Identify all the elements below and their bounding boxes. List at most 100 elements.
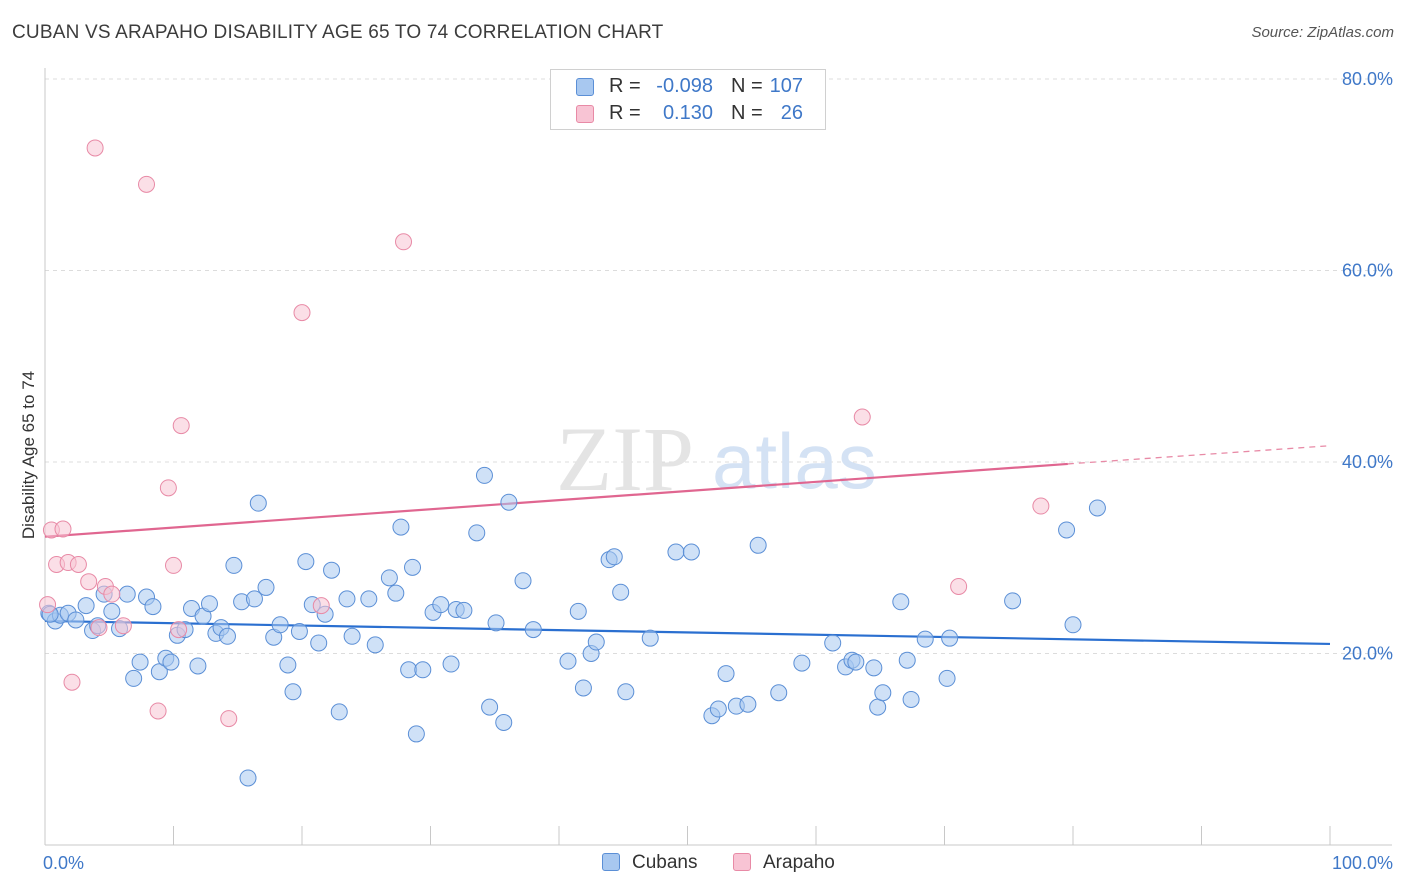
cubans-point-101 [941, 629, 959, 647]
y-tick-label-2: 60.0% [1342, 261, 1393, 281]
arapaho-point-7 [86, 139, 104, 157]
arapaho-point-25 [39, 596, 57, 614]
arapaho-point-5 [69, 555, 87, 573]
cubans-point-15 [144, 598, 162, 616]
cubans-points [40, 466, 1106, 787]
cubans-point-97 [898, 651, 916, 669]
watermark-atlas: atlas [712, 417, 877, 505]
cubans-point-64 [487, 614, 505, 632]
cubans-trend-line [44, 619, 1331, 646]
cubans-point-44 [330, 703, 348, 721]
cubans-point-41 [310, 634, 328, 652]
grid [45, 78, 1392, 654]
arapaho-point-8 [90, 619, 108, 637]
cubans-point-11 [118, 585, 136, 603]
cubans-point-63 [481, 698, 499, 716]
cubans-point-77 [617, 683, 635, 701]
cubans-n-label: N = [731, 75, 763, 97]
arapaho-point-4 [63, 673, 81, 691]
cubans-point-85 [739, 695, 757, 713]
cubans-point-13 [131, 653, 149, 671]
arapaho-point-11 [114, 617, 132, 635]
cubans-point-46 [343, 627, 361, 645]
cubans-point-92 [847, 653, 865, 671]
cubans-point-49 [380, 569, 398, 587]
arapaho-r-value: 0.130 [662, 102, 713, 124]
cubans-point-87 [770, 684, 788, 702]
x-tick-labels: 0.0% 100.0% [43, 853, 1393, 873]
cubans-point-53 [404, 558, 422, 576]
x-tick-label-1: 100.0% [1332, 853, 1393, 873]
cubans-point-43 [323, 561, 341, 579]
cubans-point-18 [162, 653, 180, 671]
legend-item-arapaho: Arapaho [733, 852, 835, 874]
cubans-point-35 [271, 616, 289, 634]
cubans-point-102 [1004, 592, 1022, 610]
cubans-point-36 [279, 656, 297, 674]
cubans-point-93 [865, 659, 883, 677]
cubans-point-58 [442, 655, 460, 673]
cubans-point-4 [67, 611, 85, 629]
arapaho-point-24 [1032, 497, 1050, 515]
cubans-point-103 [1058, 521, 1076, 539]
cubans-point-31 [245, 590, 263, 608]
cubans-n-value: 107 [769, 75, 803, 97]
cubans-point-65 [495, 713, 513, 731]
cubans-point-71 [574, 679, 592, 697]
cubans-point-30 [239, 769, 257, 787]
y-tick-label-1: 40.0% [1342, 452, 1393, 472]
cubans-swatch [576, 78, 594, 96]
cubans-point-95 [874, 684, 892, 702]
arapaho-point-12 [138, 175, 156, 193]
arapaho-legend-swatch [733, 853, 751, 871]
cubans-point-45 [338, 590, 356, 608]
cubans-point-48 [366, 636, 384, 654]
legend-item-cubans: Cubans [602, 852, 698, 874]
arapaho-n-label: N = [731, 102, 763, 124]
arapaho-point-14 [159, 479, 177, 497]
arapaho-legend-label: Arapaho [763, 852, 835, 873]
cubans-point-62 [475, 466, 493, 484]
arapaho-point-13 [149, 702, 167, 720]
cubans-point-61 [468, 524, 486, 542]
cubans-point-88 [793, 654, 811, 672]
y-tick-label-3: 80.0% [1342, 69, 1393, 89]
cubans-point-80 [682, 543, 700, 561]
cubans-point-68 [524, 621, 542, 639]
cubans-point-28 [225, 556, 243, 574]
cubans-point-47 [360, 590, 378, 608]
cubans-r-value: -0.098 [656, 75, 713, 97]
arapaho-trend-extension [1067, 445, 1331, 465]
cubans-point-66 [500, 493, 518, 511]
cubans-legend-label: Cubans [632, 852, 698, 873]
cubans-point-96 [892, 593, 910, 611]
arapaho-point-6 [80, 573, 98, 591]
arapaho-point-10 [103, 585, 121, 603]
cubans-point-98 [902, 690, 920, 708]
cubans-point-99 [916, 630, 934, 648]
cubans-point-55 [414, 661, 432, 679]
arapaho-r-label: R = [609, 102, 641, 124]
cubans-point-54 [407, 725, 425, 743]
arapaho-point-16 [170, 621, 188, 639]
cubans-point-39 [297, 553, 315, 571]
cubans-point-50 [387, 584, 405, 602]
cubans-point-38 [290, 622, 308, 640]
arapaho-point-23 [950, 577, 968, 595]
x-tick-label-0: 0.0% [43, 853, 84, 873]
cubans-point-105 [1088, 499, 1106, 517]
cubans-point-70 [569, 602, 587, 620]
legend-row-cubans: R = -0.098 N = 107 [551, 75, 825, 101]
source-label: Source: ZipAtlas.com [1251, 24, 1394, 41]
cubans-point-27 [218, 627, 236, 645]
watermark: ZIP atlas [556, 408, 877, 510]
legend-row-arapaho: R = 0.130 N = 26 [551, 102, 825, 128]
arapaho-point-19 [293, 304, 311, 322]
arapaho-point-2 [54, 520, 72, 538]
cubans-point-52 [400, 661, 418, 679]
cubans-point-100 [938, 669, 956, 687]
cubans-r-label: R = [609, 75, 641, 97]
cubans-point-89 [824, 634, 842, 652]
cubans-point-82 [709, 700, 727, 718]
